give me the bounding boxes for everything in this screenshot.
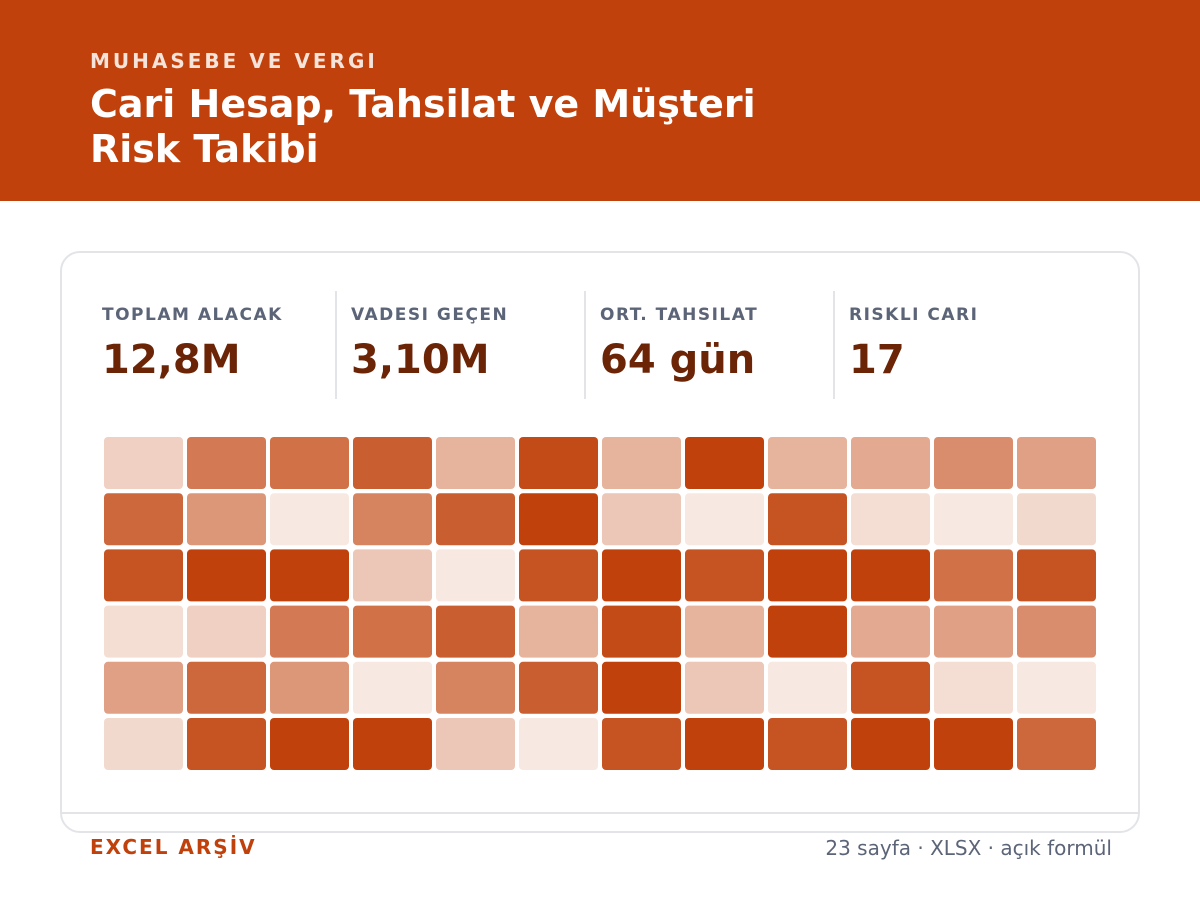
header-banner: MUHASEBE VE VERGI Cari Hesap, Tahsilat v… xyxy=(0,0,1200,201)
stat-divider xyxy=(335,291,337,399)
page-title: Cari Hesap, Tahsilat ve Müşteri Risk Tak… xyxy=(90,82,756,171)
stat-value: 3,10M xyxy=(351,337,490,383)
stat-risky-accounts: RISKLI CARI 17 xyxy=(849,291,1079,399)
stat-total-receivable: TOPLAM ALACAK 12,8M xyxy=(102,291,332,399)
stat-label: TOPLAM ALACAK xyxy=(102,305,283,325)
category-label: MUHASEBE VE VERGI xyxy=(90,49,378,73)
stat-label: VADESI GEÇEN xyxy=(351,305,509,325)
brand-label: EXCEL ARŞİV xyxy=(90,835,257,859)
document-meta: 23 sayfa · XLSX · açık formül xyxy=(825,836,1112,860)
stat-avg-collection: ORT. TAHSILAT 64 gün xyxy=(600,291,830,399)
stat-value: 17 xyxy=(849,337,905,383)
stat-value: 12,8M xyxy=(102,337,241,383)
stat-divider xyxy=(584,291,586,399)
stat-value: 64 gün xyxy=(600,337,756,383)
stat-label: ORT. TAHSILAT xyxy=(600,305,759,325)
stat-label: RISKLI CARI xyxy=(849,305,979,325)
footer-divider xyxy=(60,812,1140,814)
stat-divider xyxy=(833,291,835,399)
stat-overdue: VADESI GEÇEN 3,10M xyxy=(351,291,581,399)
